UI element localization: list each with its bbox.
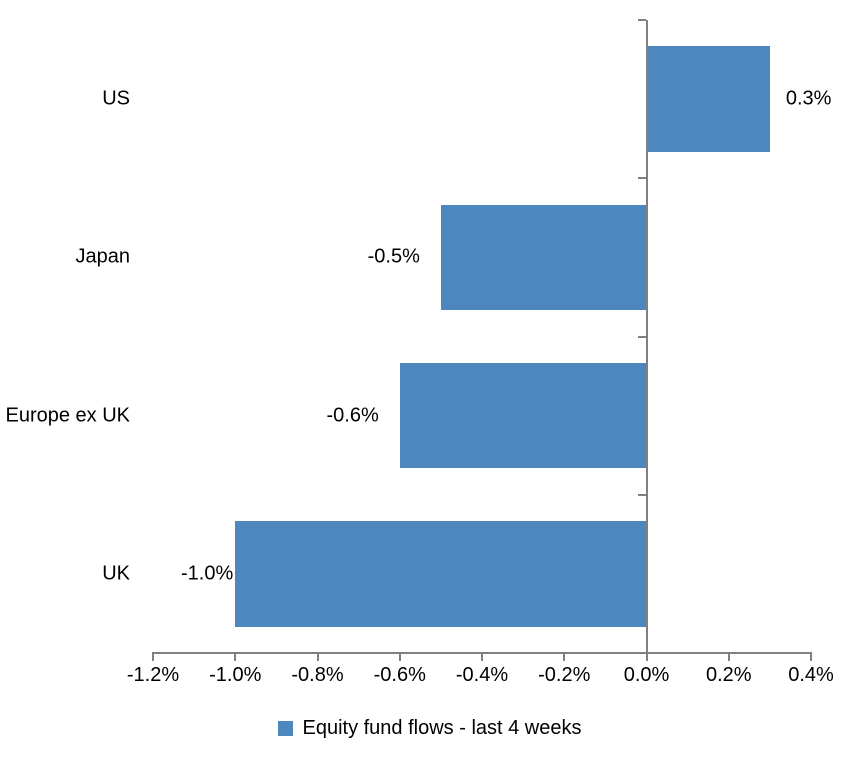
category-label: Japan: [75, 245, 131, 268]
category-axis-tick: [637, 177, 646, 180]
legend: Equity fund flows - last 4 weeks: [0, 717, 852, 740]
x-tick-label: -1.2%: [126, 664, 180, 686]
bar-data-label: -0.5%: [367, 245, 420, 268]
bar-us: [646, 46, 770, 152]
x-tick-label: -0.6%: [373, 664, 426, 686]
x-axis-tick: [316, 654, 319, 661]
bar-data-label: 0.3%: [785, 87, 832, 110]
x-axis-tick: [645, 654, 648, 661]
legend-label: Equity fund flows - last 4 weeks: [302, 717, 582, 739]
x-axis-tick: [727, 654, 730, 661]
x-axis-tick: [563, 654, 566, 661]
x-axis-line: [152, 652, 812, 654]
x-tick-label: -0.2%: [538, 664, 591, 686]
x-axis-tick: [810, 654, 812, 661]
bar-data-label: -1.0%: [181, 562, 234, 585]
bar-japan: [440, 204, 647, 311]
x-tick-label: 0.2%: [705, 664, 752, 686]
bar-data-label: -0.6%: [326, 404, 379, 427]
x-tick-label: -1.0%: [209, 664, 262, 686]
x-axis-tick: [398, 654, 401, 661]
x-axis-tick: [234, 654, 237, 661]
category-axis-tick: [637, 493, 646, 496]
x-tick-label: 0.4%: [788, 664, 834, 686]
x-tick-label: -0.8%: [291, 664, 344, 686]
category-label: US: [102, 87, 130, 110]
category-label: Europe ex UK: [5, 404, 130, 427]
bar-europe-ex-uk: [399, 362, 647, 469]
x-tick-label: -0.4%: [455, 664, 509, 686]
x-tick-label: 0.0%: [623, 664, 670, 686]
category-label: UK: [102, 562, 130, 585]
legend-swatch-icon: [278, 721, 294, 736]
category-axis-tick: [637, 19, 646, 21]
value-zero-axis-line: [645, 20, 648, 659]
x-axis-tick: [152, 654, 154, 661]
x-axis-tick: [481, 654, 483, 661]
bar-uk: [235, 521, 647, 627]
category-axis-tick: [637, 335, 646, 338]
